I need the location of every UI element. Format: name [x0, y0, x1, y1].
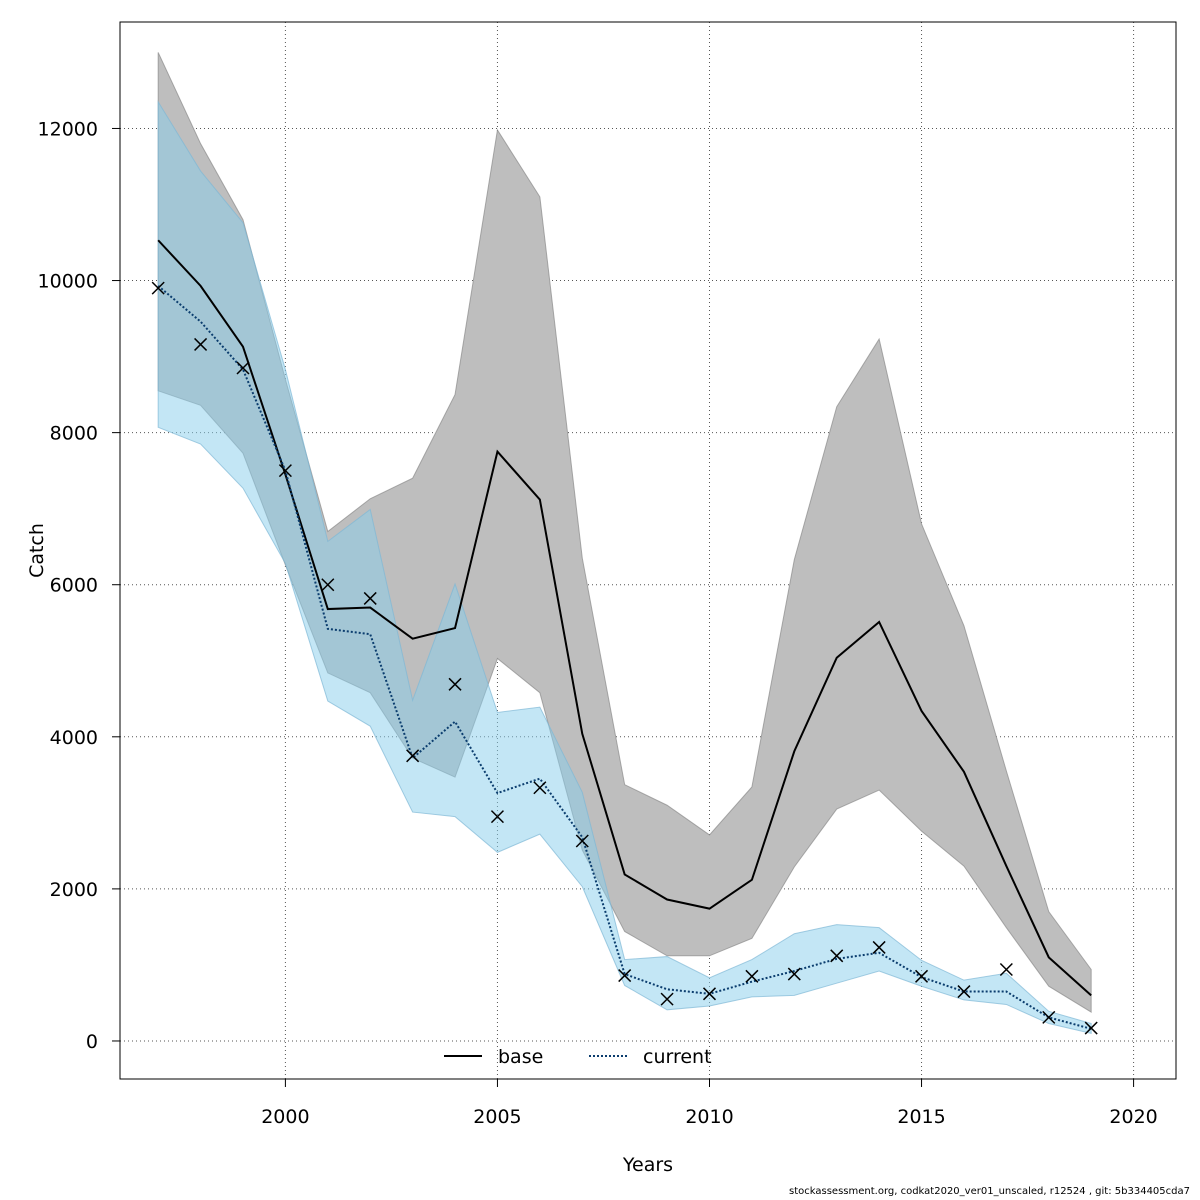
- series-line-current: [157, 285, 1092, 1030]
- legend-label-current: current: [643, 1046, 712, 1068]
- observed-point: [1084, 1021, 1098, 1035]
- y-tick-label: 8000: [50, 423, 98, 445]
- y-tick-label: 6000: [50, 575, 98, 597]
- legend-label-base: base: [498, 1046, 543, 1068]
- y-axis-title: Catch: [26, 523, 48, 578]
- observed-point: [194, 337, 208, 351]
- observed-point: [363, 591, 377, 605]
- observed-point: [575, 834, 589, 848]
- y-tick-label: 4000: [50, 727, 98, 749]
- x-tick-label: 2005: [473, 1106, 521, 1128]
- observed-point: [957, 985, 971, 999]
- confidence-band-current: [157, 100, 1092, 1035]
- observed-point: [278, 464, 292, 478]
- series-lines: [157, 239, 1092, 1030]
- observed-point: [236, 361, 250, 375]
- y-tick-label: 0: [86, 1031, 98, 1053]
- legend: base current: [444, 1046, 712, 1068]
- y-axis: 0 2000 4000 6000 8000 10000 12000: [38, 118, 120, 1053]
- x-axis: 2000 2005 2010 2015 2020: [261, 1079, 1158, 1128]
- observed-point: [618, 969, 632, 983]
- observed-point: [830, 949, 844, 963]
- observed-point: [999, 962, 1013, 977]
- observed-point: [787, 967, 801, 981]
- x-axis-title: Years: [622, 1154, 673, 1176]
- observed-point: [406, 749, 420, 763]
- x-tick-label: 2000: [261, 1106, 309, 1128]
- series-line-base: [157, 239, 1092, 997]
- y-tick-label: 12000: [38, 118, 98, 140]
- x-tick-label: 2020: [1109, 1106, 1157, 1128]
- y-tick-label: 2000: [50, 879, 98, 901]
- observed-point: [448, 677, 462, 691]
- observed-markers: [151, 281, 1098, 1035]
- observed-point: [533, 781, 547, 795]
- confidence-bands: [157, 52, 1092, 1035]
- y-tick-label: 10000: [38, 271, 98, 293]
- observed-point: [660, 992, 674, 1006]
- x-tick-label: 2015: [897, 1106, 945, 1128]
- plot-frame: [119, 21, 1177, 1080]
- observed-point: [151, 281, 165, 295]
- observed-point: [872, 940, 886, 954]
- footer-note: stockassessment.org, codkat2020_ver01_un…: [789, 1186, 1190, 1197]
- observed-point: [321, 578, 335, 592]
- observed-point: [1042, 1010, 1056, 1024]
- x-tick-label: 2010: [685, 1106, 733, 1128]
- observed-point: [915, 969, 929, 983]
- observed-point: [490, 810, 504, 824]
- observed-point: [702, 987, 717, 1001]
- observed-point: [745, 969, 759, 983]
